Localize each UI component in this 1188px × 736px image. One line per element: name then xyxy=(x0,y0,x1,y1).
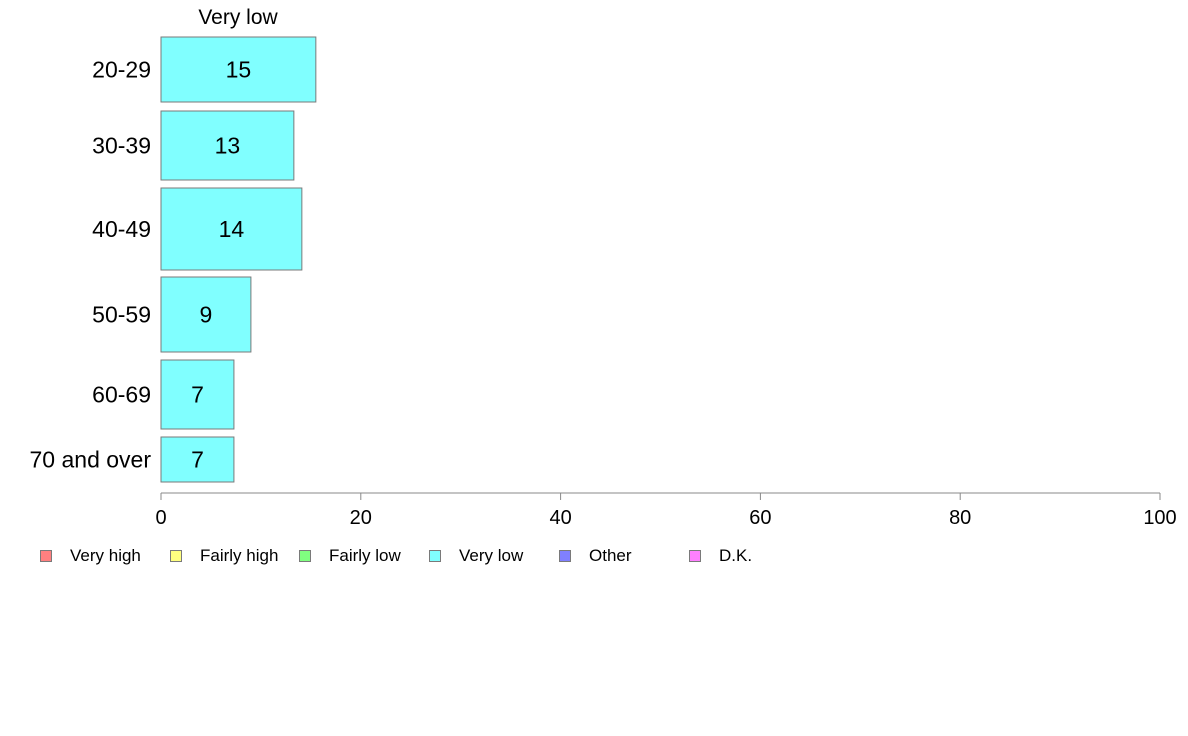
category-label: 70 and over xyxy=(30,447,152,473)
category-label: 30-39 xyxy=(92,133,151,159)
x-tick-label: 40 xyxy=(549,507,571,529)
bar-value-label: 14 xyxy=(219,216,245,242)
bar xyxy=(160,36,317,103)
legend-swatch xyxy=(559,550,571,562)
legend-item: Very high xyxy=(40,546,141,566)
x-tick-label: 100 xyxy=(1143,507,1176,529)
bar-value-label: 9 xyxy=(200,302,213,328)
legend-swatch xyxy=(299,550,311,562)
bar-value-label: 13 xyxy=(215,133,241,159)
legend-swatch xyxy=(170,550,182,562)
legend-label: Other xyxy=(589,546,632,565)
x-tick-label: 0 xyxy=(155,507,166,529)
bar xyxy=(160,187,303,271)
legend-label: Fairly high xyxy=(200,546,279,565)
category-label: 40-49 xyxy=(92,216,151,242)
legend-label: Very high xyxy=(70,546,141,565)
legend-label: Fairly low xyxy=(329,546,401,565)
category-label: 50-59 xyxy=(92,302,151,328)
bar xyxy=(160,110,295,181)
bar-value-label: 7 xyxy=(191,447,204,473)
legend-label: Very low xyxy=(459,546,524,565)
legend-swatch xyxy=(40,550,52,562)
legend-item: Fairly low xyxy=(299,546,401,566)
legend-label: D.K. xyxy=(719,546,753,565)
category-label: 60-69 xyxy=(92,382,151,408)
legend-item: Fairly high xyxy=(170,546,278,566)
x-tick-label: 20 xyxy=(350,507,372,529)
chart-title: Very low xyxy=(198,6,278,29)
legend-swatch xyxy=(689,550,701,562)
bar xyxy=(160,359,235,430)
legend-item: Very low xyxy=(429,546,523,566)
category-label: 20-29 xyxy=(92,57,151,83)
legend-item: Other xyxy=(559,546,632,566)
x-tick-label: 80 xyxy=(949,507,971,529)
bar-value-label: 7 xyxy=(191,382,204,408)
x-tick-label: 60 xyxy=(749,507,771,529)
bar xyxy=(160,276,252,353)
legend-swatch xyxy=(429,550,441,562)
bar-value-label: 15 xyxy=(226,57,252,83)
legend-item: D.K. xyxy=(689,546,752,566)
bar xyxy=(160,436,235,483)
